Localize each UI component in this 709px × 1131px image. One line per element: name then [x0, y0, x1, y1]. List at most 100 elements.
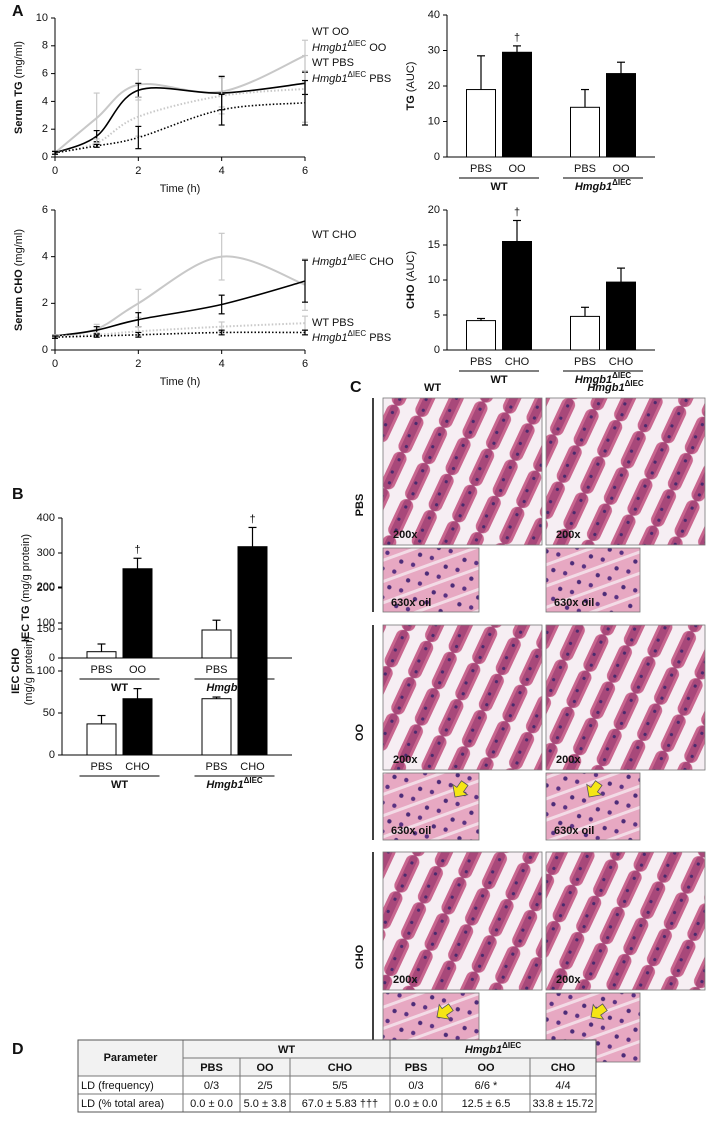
legend-label: Hmgb1ΔIEC PBS: [312, 329, 391, 344]
significance-marker: †: [514, 32, 520, 44]
bar: [466, 89, 496, 158]
error-bar: [248, 526, 257, 547]
y-tick-label: 10: [428, 115, 440, 127]
legend-label: Hmgb1ΔIEC PBS: [312, 70, 391, 85]
y-tick-label: 40: [428, 9, 440, 21]
series-line: [54, 280, 306, 337]
histology-image-200x: [545, 397, 706, 546]
group-label: WT: [490, 374, 507, 386]
magnification-label: 630x oil: [391, 597, 431, 609]
table-cell: 5.0 ± 3.8: [244, 1098, 287, 1110]
table-header: Hmgb1ΔIEC: [465, 1041, 522, 1056]
x-tick-label: OO: [508, 163, 526, 175]
x-axis-label: Time (h): [160, 183, 201, 195]
histology-image-630x: [545, 547, 641, 613]
error-bar: [218, 93, 225, 126]
row-label: PBS: [354, 494, 366, 517]
group-label: Hmgb1ΔIEC: [575, 371, 632, 386]
legend-label: WT CHO: [312, 229, 357, 241]
y-axis-label: TG: [405, 95, 417, 110]
group-label: WT: [490, 181, 507, 193]
bar: [502, 241, 532, 351]
significance-marker: †: [134, 544, 140, 556]
group-label: Hmgb1ΔIEC: [206, 776, 263, 791]
x-tick-label: PBS: [90, 664, 112, 676]
panel-label: A: [12, 3, 24, 20]
error-bar: [581, 88, 589, 108]
table-cell: 0/3: [408, 1080, 423, 1092]
y-tick-label: 4: [42, 251, 48, 263]
error-bar: [248, 602, 257, 656]
magnification-label: 200x: [556, 754, 581, 766]
x-tick-label: 6: [302, 358, 308, 370]
column-header: Hmgb1ΔIEC: [587, 379, 644, 394]
y-axis-title: IEC TG (mg/g protein): [20, 534, 32, 642]
x-tick-label: 2: [135, 358, 141, 370]
bar: [86, 723, 117, 756]
y-tick-label: 4: [42, 95, 48, 107]
histology-image-200x: [545, 851, 706, 991]
magnification-label: 200x: [393, 529, 418, 541]
magnification-label: 630x oil: [554, 597, 594, 609]
group-label: WT: [111, 779, 128, 791]
x-tick-label: OO: [612, 163, 630, 175]
x-tick-label: PBS: [574, 356, 596, 368]
panel-label: C: [350, 379, 362, 396]
error-bar: [133, 688, 142, 699]
error-bar: [218, 294, 225, 315]
error-bar: [212, 619, 221, 630]
lipid-arrow: [452, 780, 469, 798]
table-subheader: CHO: [551, 1062, 576, 1074]
table-subheader: OO: [256, 1062, 274, 1074]
panel-label: B: [12, 486, 24, 503]
x-tick-label: PBS: [470, 356, 492, 368]
series-line: [54, 101, 306, 154]
series-line: [54, 255, 306, 337]
error-bar: [302, 315, 308, 331]
y-axis-label: Serum TG: [13, 81, 25, 134]
error-bar: [135, 125, 142, 150]
x-tick-label: CHO: [240, 761, 265, 773]
error-bar: [617, 267, 625, 283]
y-tick-label: 5: [434, 309, 440, 321]
y-axis-title: Serum CHO (mg/ml): [13, 229, 25, 331]
x-tick-label: PBS: [205, 761, 227, 773]
y-tick-label: 50: [43, 707, 55, 719]
y-tick-label: 8: [42, 40, 48, 52]
y-axis-unit: (mg/ml): [13, 41, 25, 78]
legend-label: WT OO: [312, 26, 350, 38]
bar: [570, 315, 600, 351]
error-bar: [302, 259, 308, 303]
x-tick-label: 4: [219, 165, 225, 177]
magnification-label: 630x oil: [391, 825, 431, 837]
group-label: Hmgb1ΔIEC: [575, 178, 632, 193]
series-line: [54, 322, 306, 337]
table-subheader: PBS: [405, 1062, 428, 1074]
y-tick-label: 20: [428, 204, 440, 216]
series-line: [54, 331, 306, 338]
y-axis-label: IEC CHO: [10, 648, 22, 694]
bar: [502, 51, 532, 158]
lipid-arrow: [586, 780, 603, 798]
table-cell: 2/5: [257, 1080, 272, 1092]
x-tick-label: PBS: [90, 761, 112, 773]
magnification-label: 630x oil: [554, 825, 594, 837]
legend-label: Hmgb1ΔIEC CHO: [312, 253, 394, 268]
y-axis-unit: (mg/ml): [13, 229, 25, 266]
x-tick-label: 0: [52, 165, 58, 177]
y-tick-label: 100: [37, 617, 55, 629]
y-tick-label: 0: [434, 151, 440, 163]
significance-marker: †: [514, 206, 520, 218]
histology-image-630x: [382, 547, 480, 613]
y-axis-title: TG (AUC): [405, 62, 417, 111]
bar: [122, 698, 153, 756]
bar: [237, 546, 268, 659]
y-tick-label: 20: [428, 80, 440, 92]
x-tick-label: CHO: [609, 356, 634, 368]
table-cell: 5/5: [332, 1080, 347, 1092]
error-bar: [135, 331, 142, 338]
table-cell: 67.0 ± 5.83 †††: [302, 1098, 378, 1110]
x-tick-label: CHO: [125, 761, 150, 773]
table-row-label: LD (frequency): [81, 1080, 154, 1092]
series-line: [54, 87, 306, 154]
